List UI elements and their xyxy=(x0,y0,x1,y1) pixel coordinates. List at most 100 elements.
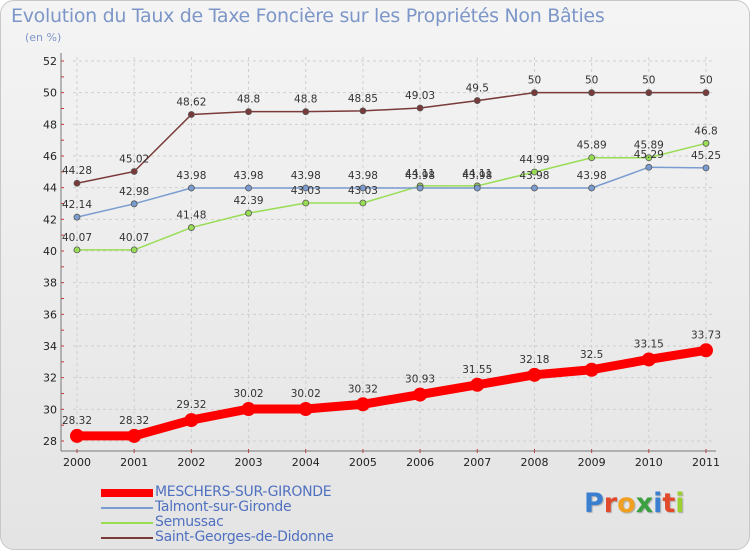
series-line-saint-georges-de-didonne xyxy=(76,91,707,184)
y-tick-label: 32 xyxy=(43,372,57,385)
data-point-saint-georges-de-didonne xyxy=(416,104,424,112)
data-point-talmont-sur-gironde xyxy=(531,184,538,192)
data-point-talmont-sur-gironde xyxy=(302,184,310,192)
data-label-semussac: 45.89 xyxy=(634,140,664,152)
y-tick-label: 50 xyxy=(43,87,57,100)
data-point-saint-georges-de-didonne xyxy=(531,89,538,97)
data-point-meschers-sur-gironde xyxy=(355,397,370,412)
data-label-saint-georges-de-didonne: 48.8 xyxy=(237,94,260,106)
series-line-talmont-sur-gironde xyxy=(76,166,707,218)
data-label-talmont-sur-gironde: 43.98 xyxy=(176,170,206,182)
data-label-talmont-sur-gironde: 43.98 xyxy=(519,170,549,182)
x-tick-label: 2000 xyxy=(63,456,91,469)
x-tick-label: 2005 xyxy=(349,456,377,469)
data-point-semussac xyxy=(302,199,310,207)
data-label-talmont-sur-gironde: 45.29 xyxy=(634,149,664,161)
data-label-semussac: 40.07 xyxy=(119,232,149,244)
x-tick-label: 2009 xyxy=(578,456,606,469)
x-tick-label: 2007 xyxy=(463,456,491,469)
data-point-talmont-sur-gironde xyxy=(187,184,195,192)
legend-swatch xyxy=(101,506,153,509)
proxiti-logo: Proxiti xyxy=(584,488,685,519)
y-tick-label: 42 xyxy=(43,213,57,226)
data-point-meschers-sur-gironde xyxy=(413,387,428,402)
series-line-semussac xyxy=(76,142,707,251)
data-label-talmont-sur-gironde: 43.98 xyxy=(577,170,607,182)
data-label-meschers-sur-gironde: 32.18 xyxy=(519,354,549,366)
y-tick-label: 28 xyxy=(43,435,57,448)
legend-swatch xyxy=(101,536,153,539)
data-label-talmont-sur-gironde: 43.98 xyxy=(348,170,378,182)
data-point-semussac xyxy=(531,168,538,176)
data-point-talmont-sur-gironde xyxy=(130,200,138,208)
y-tick-label: 34 xyxy=(43,340,57,353)
data-point-semussac xyxy=(130,246,138,254)
data-point-saint-georges-de-didonne xyxy=(359,107,367,115)
data-point-talmont-sur-gironde xyxy=(245,184,252,192)
data-label-talmont-sur-gironde: 43.98 xyxy=(462,170,492,182)
data-label-semussac: 44.11 xyxy=(462,168,492,180)
legend-label: Saint-Georges-de-Didonne xyxy=(155,529,334,545)
data-label-saint-georges-de-didonne: 48.62 xyxy=(176,97,206,109)
data-point-saint-georges-de-didonne xyxy=(645,89,653,97)
data-label-talmont-sur-gironde: 43.98 xyxy=(234,170,264,182)
data-label-saint-georges-de-didonne: 50 xyxy=(528,75,541,87)
data-label-saint-georges-de-didonne: 50 xyxy=(699,75,712,87)
legend-label: Semussac xyxy=(155,514,224,530)
x-tick-label: 2004 xyxy=(292,456,320,469)
data-point-semussac xyxy=(359,199,367,207)
data-label-saint-georges-de-didonne: 50 xyxy=(642,75,655,87)
data-point-saint-georges-de-didonne xyxy=(302,108,310,116)
data-point-talmont-sur-gironde xyxy=(359,184,367,192)
data-label-meschers-sur-gironde: 30.02 xyxy=(234,388,264,400)
data-point-talmont-sur-gironde xyxy=(416,184,424,192)
legend-swatch xyxy=(101,521,153,524)
data-label-talmont-sur-gironde: 42.14 xyxy=(62,199,92,211)
data-label-saint-georges-de-didonne: 49.03 xyxy=(405,90,435,102)
data-point-saint-georges-de-didonne xyxy=(702,89,710,97)
data-label-saint-georges-de-didonne: 45.02 xyxy=(119,154,149,166)
x-tick-label: 2008 xyxy=(520,456,548,469)
x-tick-label: 2010 xyxy=(635,456,663,469)
data-label-saint-georges-de-didonne: 48.8 xyxy=(294,94,317,106)
data-label-saint-georges-de-didonne: 48.85 xyxy=(348,93,378,105)
data-label-semussac: 46.8 xyxy=(694,125,717,137)
data-point-meschers-sur-gironde xyxy=(584,362,599,377)
data-point-meschers-sur-gironde xyxy=(527,367,542,382)
y-axis-unit-label: (en %) xyxy=(25,31,62,44)
data-point-saint-georges-de-didonne xyxy=(473,97,481,104)
data-label-semussac: 45.89 xyxy=(577,140,607,152)
data-point-meschers-sur-gironde xyxy=(127,428,142,443)
data-label-meschers-sur-gironde: 33.15 xyxy=(634,338,664,350)
legend-label: MESCHERS-SUR-GIRONDE xyxy=(155,484,332,500)
data-point-semussac xyxy=(245,209,252,217)
data-point-talmont-sur-gironde xyxy=(473,184,481,192)
x-tick-label: 2002 xyxy=(177,456,205,469)
data-point-saint-georges-de-didonne xyxy=(588,89,596,97)
data-point-semussac xyxy=(73,246,81,254)
data-label-saint-georges-de-didonne: 50 xyxy=(585,75,598,87)
data-label-saint-georges-de-didonne: 44.28 xyxy=(62,165,92,177)
data-point-talmont-sur-gironde xyxy=(702,164,710,172)
x-tick-label: 2003 xyxy=(235,456,263,469)
data-point-meschers-sur-gironde xyxy=(699,343,713,358)
data-point-meschers-sur-gironde xyxy=(241,402,256,417)
data-label-meschers-sur-gironde: 33.73 xyxy=(691,329,721,341)
legend-swatch xyxy=(101,488,153,497)
data-point-semussac xyxy=(588,154,596,162)
y-tick-label: 38 xyxy=(43,277,57,290)
y-tick-label: 46 xyxy=(43,150,57,163)
y-tick-label: 30 xyxy=(43,403,57,416)
data-label-meschers-sur-gironde: 28.32 xyxy=(62,415,92,427)
data-label-meschers-sur-gironde: 29.32 xyxy=(176,399,206,411)
x-tick-label: 2011 xyxy=(692,456,720,469)
y-tick-label: 48 xyxy=(43,118,57,131)
x-tick-label: 2001 xyxy=(120,456,148,469)
data-label-semussac: 43.03 xyxy=(291,185,321,197)
data-label-talmont-sur-gironde: 43.98 xyxy=(405,170,435,182)
data-point-saint-georges-de-didonne xyxy=(130,168,138,175)
x-tick-label: 2006 xyxy=(406,456,434,469)
data-label-meschers-sur-gironde: 30.02 xyxy=(291,388,321,400)
